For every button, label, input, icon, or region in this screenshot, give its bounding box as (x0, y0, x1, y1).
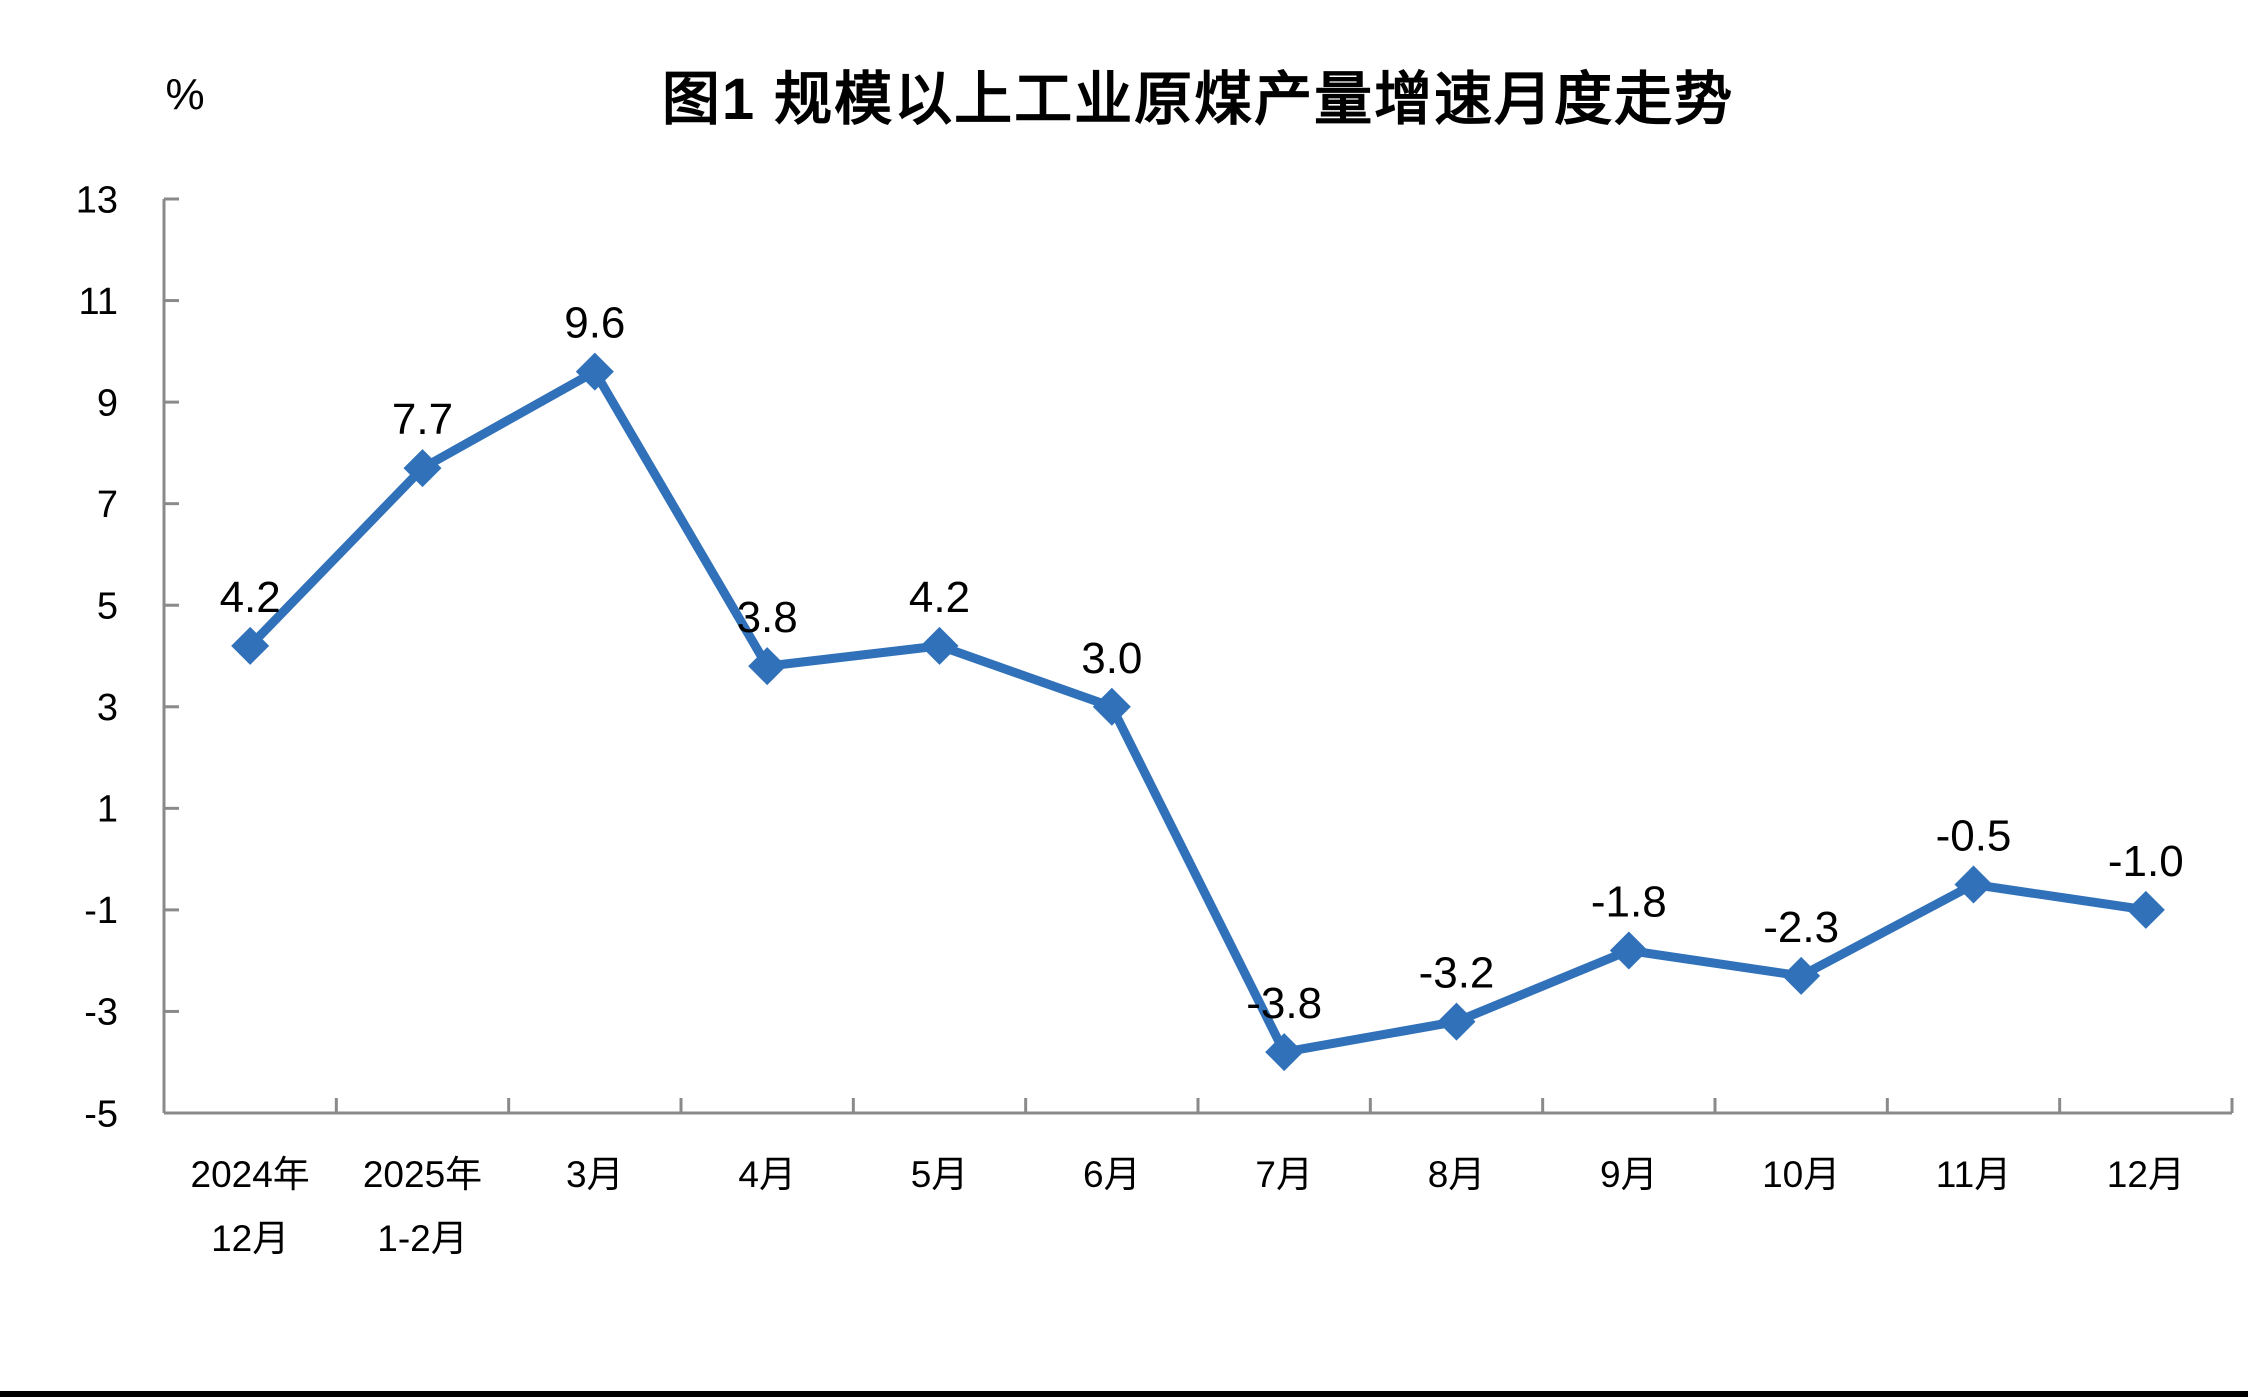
data-point-marker (1265, 1033, 1304, 1072)
data-point-label: 7.7 (392, 395, 453, 444)
data-point-marker (748, 647, 787, 686)
bottom-divider (0, 1391, 2248, 1397)
data-point-label: -3.2 (1419, 949, 1495, 998)
data-point-marker (2126, 890, 2165, 929)
y-tick-label: 3 (97, 687, 118, 729)
x-category-label: 3月 (566, 1154, 624, 1195)
x-category-label: 11月 (1936, 1154, 2011, 1195)
data-point-label: -1.0 (2108, 837, 2184, 886)
x-category-label: 7月 (1255, 1154, 1313, 1195)
data-point-label: -0.5 (1936, 812, 2012, 861)
data-point-label: 9.6 (564, 299, 625, 348)
data-line (245, 367, 2151, 1057)
data-point-marker (231, 626, 270, 665)
x-category-label: 6月 (1083, 1154, 1141, 1195)
x-category-label: 12月 (2107, 1154, 2185, 1195)
data-point-label: 3.0 (1081, 634, 1142, 683)
y-tick-label: 11 (79, 281, 118, 323)
data-point-marker (403, 449, 442, 488)
x-category-label: 8月 (1428, 1154, 1486, 1195)
y-tick-label: 7 (97, 484, 118, 526)
y-tick-label: 9 (97, 382, 118, 424)
y-tick-label: 1 (97, 789, 118, 831)
data-point-label: -1.8 (1591, 878, 1667, 927)
y-tick-label: -5 (84, 1093, 118, 1135)
data-point-label: 3.8 (737, 593, 798, 642)
data-point-marker (1782, 956, 1821, 995)
x-category-label: 4月 (738, 1154, 796, 1195)
data-point-label: -3.8 (1246, 979, 1322, 1028)
x-category-label: 12月 (211, 1218, 289, 1259)
data-point-marker (575, 352, 614, 391)
y-tick-label: -1 (84, 890, 118, 932)
y-tick-label: 13 (76, 179, 118, 221)
y-axis-unit-label: % (165, 70, 205, 119)
x-category-label: 1-2月 (377, 1218, 467, 1259)
data-point-label: 4.2 (220, 573, 281, 622)
x-category-label: 9月 (1600, 1154, 1658, 1195)
x-category-label: 5月 (911, 1154, 969, 1195)
y-tick-label: -3 (84, 992, 118, 1034)
chart-title: 图1 规模以上工业原煤产量增速月度走势 (661, 67, 1735, 132)
x-category-label: 2024年 (191, 1154, 310, 1195)
x-category-label: 2025年 (363, 1154, 482, 1195)
data-point-marker (1954, 865, 1993, 904)
data-point-marker (1437, 1002, 1476, 1041)
data-point-marker (920, 626, 959, 665)
data-point-label: -2.3 (1763, 903, 1839, 952)
data-point-label: 4.2 (909, 573, 970, 622)
data-point-marker (1092, 687, 1131, 726)
y-axis: 13 11 9 7 5 3 1 -1 -3 -5 (76, 179, 179, 1135)
data-point-marker (1609, 931, 1648, 970)
x-category-label: 10月 (1762, 1154, 1840, 1195)
y-tick-label: 5 (97, 586, 118, 628)
x-axis: 2024年 12月 2025年 1-2月 3月 4月 5月 6月 7月 8月 9月 10月 11月 12月 (164, 1098, 2234, 1259)
